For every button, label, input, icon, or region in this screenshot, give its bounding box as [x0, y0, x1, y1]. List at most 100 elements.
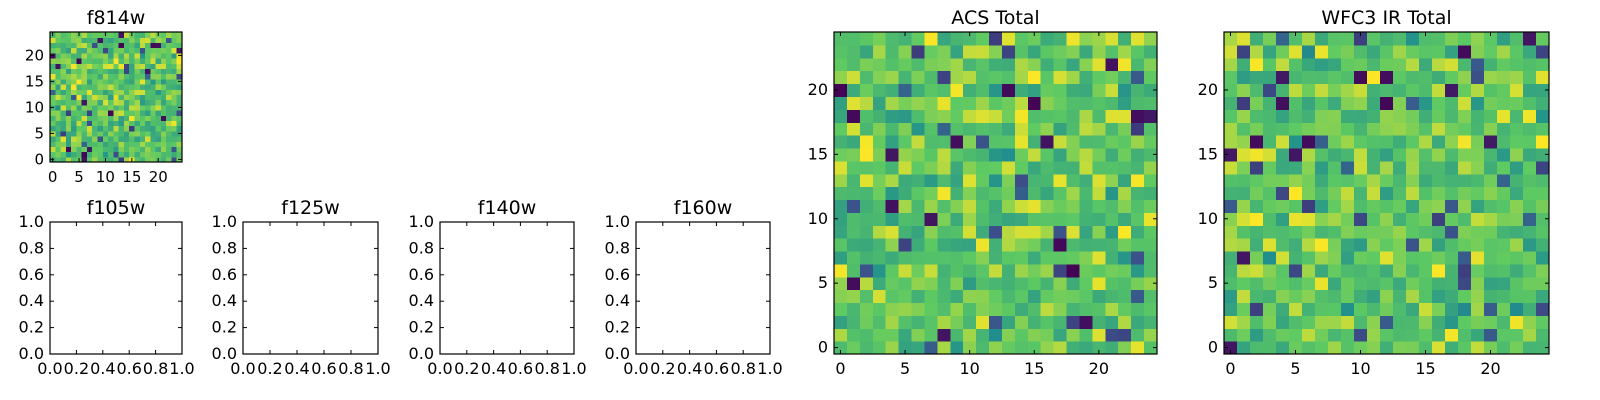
f814w-cell — [123, 136, 130, 142]
f814w-cell — [55, 136, 62, 142]
acs-total-cell — [1105, 199, 1119, 213]
wfc3-ir-total-cell — [1250, 109, 1264, 123]
f814w-cell — [155, 47, 162, 54]
f814w-cell — [155, 136, 162, 142]
wfc3-ir-total-cell — [1328, 44, 1342, 59]
acs-total-cell — [924, 32, 938, 46]
wfc3-ir-total-cell — [1432, 276, 1446, 291]
f814w-cell — [145, 110, 151, 116]
wfc3-ir-total-cell — [1263, 315, 1277, 329]
wfc3-ir-total-cell — [1328, 186, 1342, 201]
f814w-cell — [134, 37, 141, 43]
acs-total-cell — [924, 341, 938, 355]
f814w-cell — [76, 73, 83, 80]
acs-total-cell — [872, 212, 887, 226]
acs-total-cell — [1040, 289, 1055, 304]
wfc3-ir-total-cell — [1471, 83, 1485, 97]
f814w-cell — [65, 89, 72, 95]
acs-total-cell — [1118, 276, 1132, 291]
acs-total-cell — [898, 57, 913, 72]
acs-total-cell — [976, 199, 990, 213]
f814w-cell — [160, 136, 167, 142]
f814w-cell — [123, 63, 130, 69]
acs-total-cell — [898, 135, 913, 149]
acs-total-cell — [1014, 135, 1029, 149]
f814w-cell — [108, 32, 114, 38]
f814w-cell — [150, 94, 157, 101]
wfc3-ir-total-cell — [1471, 238, 1485, 252]
acs-total-cell — [1092, 289, 1106, 304]
acs-total-cell — [872, 315, 887, 329]
f814w-cell — [76, 78, 83, 85]
f814w-cell — [113, 63, 120, 69]
acs-total-cell — [950, 83, 964, 97]
wfc3-ir-total-cell — [1406, 199, 1420, 213]
acs-total-cell — [1079, 57, 1093, 72]
acs-total-cell — [1014, 186, 1029, 201]
acs-total-cell — [1053, 212, 1068, 226]
acs-total-cell — [924, 328, 938, 342]
f814w-cell — [113, 37, 120, 43]
acs-total-cell — [963, 315, 977, 329]
acs-total-cell — [1105, 57, 1119, 72]
f814w-cell — [97, 68, 104, 75]
wfc3-ir-total-cell — [1224, 199, 1238, 213]
wfc3-ir-total-cell — [1354, 122, 1368, 136]
acs-total-cell — [937, 289, 951, 304]
acs-total-cell — [963, 122, 977, 136]
f140w-title: f140w — [478, 197, 537, 219]
acs-total-cell — [1144, 263, 1158, 278]
f814w-cell — [166, 99, 173, 106]
f814w-cell — [160, 32, 167, 38]
f814w-cell — [155, 73, 162, 80]
wfc3-ir-total-cell — [1367, 83, 1381, 97]
wfc3-ir-total-cell — [1432, 238, 1446, 252]
f814w-cell — [113, 99, 120, 106]
acs-total-cell — [911, 263, 926, 278]
acs-total-cell — [950, 96, 964, 110]
wfc3-ir-total-cell — [1250, 135, 1264, 149]
wfc3-ir-total-cell — [1536, 341, 1550, 355]
f814w-cell — [108, 130, 114, 137]
wfc3-ir-total-cell — [1302, 302, 1316, 316]
acs-total-cell — [1092, 250, 1106, 265]
acs-total-cell — [911, 122, 926, 136]
f125w-ytick-label: 0.8 — [212, 238, 237, 257]
f814w-cell — [145, 37, 151, 43]
f814w-cell — [118, 52, 125, 59]
f814w-cell — [160, 141, 167, 147]
wfc3-ir-total-cell — [1289, 160, 1303, 175]
wfc3-ir-total-cell — [1419, 238, 1433, 252]
f140w-ytick-label: 0.6 — [409, 265, 434, 284]
f814w-cell — [134, 120, 141, 127]
f814w-cell — [71, 84, 77, 90]
wfc3-ir-total-cell — [1523, 238, 1537, 252]
wfc3-ir-total-cell — [1510, 238, 1524, 252]
wfc3-ir-total-cell — [1367, 315, 1381, 329]
acs-total-cell — [1131, 302, 1145, 316]
f814w-cell — [86, 63, 93, 69]
acs-total-cell — [1092, 238, 1106, 252]
acs-total-cell — [1027, 263, 1042, 278]
wfc3-ir-total-cell — [1406, 238, 1420, 252]
wfc3-ir-total-cell — [1263, 186, 1277, 201]
acs-total-cell — [1001, 160, 1016, 175]
acs-total-cell — [1001, 328, 1016, 342]
wfc3-ir-total-cell — [1484, 276, 1498, 291]
wfc3-ir-total-cell — [1276, 263, 1290, 278]
f105w-xtick-label: 0.0 — [37, 359, 62, 378]
f814w-cell — [55, 32, 62, 38]
acs-total-cell — [924, 315, 938, 329]
f814w-cell — [118, 99, 125, 106]
f814w-cell — [118, 120, 125, 127]
acs-total-cell — [1066, 315, 1081, 329]
wfc3-ir-total-cell — [1536, 32, 1550, 46]
f814w-cell — [60, 32, 67, 38]
acs-total-cell — [1092, 160, 1106, 175]
f140w-ytick-label: 1.0 — [409, 212, 434, 231]
f814w-cell — [81, 68, 88, 75]
acs-total-cell — [950, 289, 964, 304]
f814w-cell — [123, 58, 130, 64]
wfc3-ir-total-cell — [1458, 302, 1472, 316]
